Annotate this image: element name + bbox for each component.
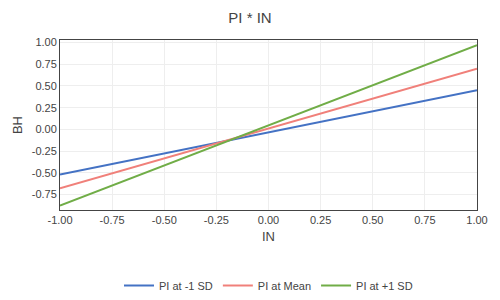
svg-text:0.50: 0.50 [362, 214, 383, 226]
svg-text:-1.00: -1.00 [47, 214, 72, 226]
svg-text:IN: IN [262, 229, 275, 244]
svg-text:0.75: 0.75 [414, 214, 435, 226]
svg-text:0.25: 0.25 [35, 102, 56, 114]
svg-text:-0.50: -0.50 [32, 167, 57, 179]
svg-text:BH: BH [10, 116, 25, 134]
svg-text:1.00: 1.00 [35, 36, 56, 48]
svg-text:0.00: 0.00 [258, 214, 279, 226]
svg-text:1.00: 1.00 [466, 214, 487, 226]
svg-text:0.25: 0.25 [310, 214, 331, 226]
svg-text:0.50: 0.50 [35, 80, 56, 92]
svg-text:PI at +1 SD: PI at +1 SD [356, 280, 413, 292]
svg-text:PI at -1 SD: PI at -1 SD [159, 280, 213, 292]
svg-text:-0.75: -0.75 [32, 188, 57, 200]
svg-text:-0.25: -0.25 [204, 214, 229, 226]
svg-text:-0.50: -0.50 [152, 214, 177, 226]
svg-text:-0.75: -0.75 [100, 214, 125, 226]
svg-text:0.00: 0.00 [35, 123, 56, 135]
svg-text:PI * IN: PI * IN [228, 9, 271, 26]
svg-text:PI at Mean: PI at Mean [258, 280, 311, 292]
svg-text:0.75: 0.75 [35, 58, 56, 70]
svg-text:-0.25: -0.25 [32, 145, 57, 157]
